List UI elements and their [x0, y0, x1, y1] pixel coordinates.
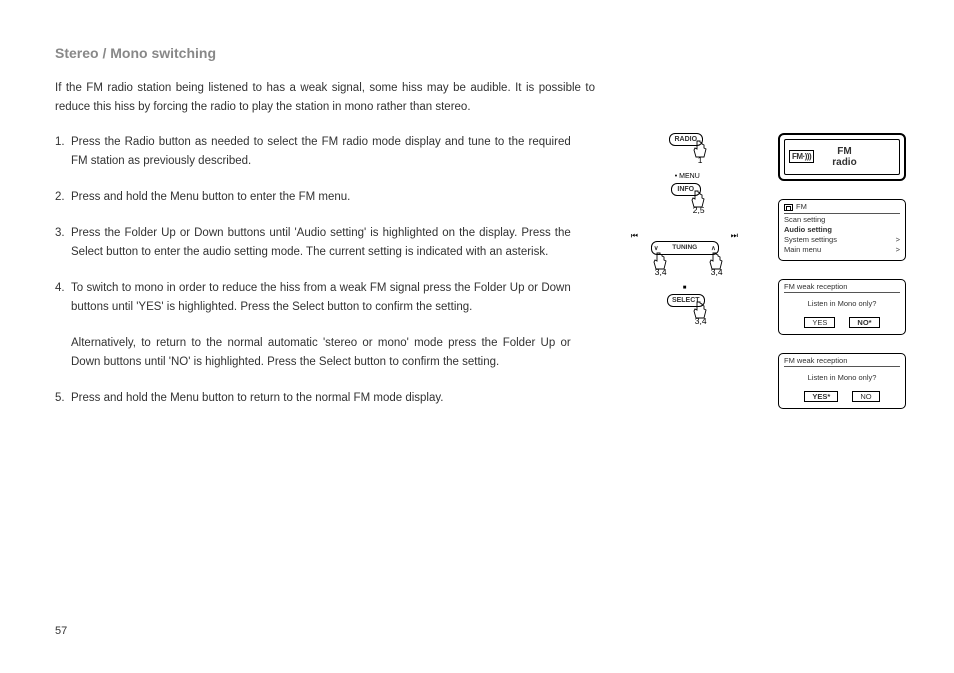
menu-item: System settings>: [784, 235, 900, 245]
step-1: 1.Press the Radio button as needed to se…: [55, 133, 571, 172]
step-5: 5.Press and hold the Menu button to retu…: [55, 389, 571, 409]
section-title: Stereo / Mono switching: [55, 45, 906, 61]
no-option-selected: NO*: [849, 317, 879, 328]
step-label: 1: [698, 155, 703, 165]
step-label: 2,5: [693, 205, 705, 215]
no-option: NO: [852, 391, 879, 402]
prompt-screen-no: FM weak reception Listen in Mono only? Y…: [778, 279, 906, 335]
radio-icon: [784, 204, 793, 211]
button-diagram: RADIO 1 • MENU INFO 2,5 ⏮ ⏭ ∨ TUNING ∧ 3…: [613, 133, 756, 427]
step-label: 3,4: [711, 267, 723, 277]
yes-option: YES: [804, 317, 835, 328]
menu-screen: FM Scan setting Audio setting System set…: [778, 199, 906, 261]
stop-icon: ■: [683, 285, 687, 291]
prev-icon: ⏮: [631, 231, 638, 241]
step-2: 2.Press and hold the Menu button to ente…: [55, 188, 571, 208]
step-4: 4. To switch to mono in order to reduce …: [55, 279, 571, 373]
menu-label: • MENU: [675, 173, 700, 180]
intro-paragraph: If the FM radio station being listened t…: [55, 79, 595, 117]
prompt-question: Listen in Mono only?: [784, 299, 900, 308]
step-label: 3,4: [655, 267, 667, 277]
steps-list: 1.Press the Radio button as needed to se…: [55, 133, 571, 427]
menu-item: Scan setting: [784, 215, 900, 225]
lcd-title: FM radio: [832, 146, 856, 168]
prompt-header: FM weak reception: [784, 356, 900, 367]
fm-icon: FM·))): [789, 150, 814, 163]
lcd-screen: FM·))) FM radio: [778, 133, 906, 181]
prompt-header: FM weak reception: [784, 282, 900, 293]
menu-item-selected: Audio setting: [784, 225, 900, 235]
prompt-question: Listen in Mono only?: [784, 373, 900, 382]
menu-header: FM: [784, 202, 900, 214]
prompt-screen-yes: FM weak reception Listen in Mono only? Y…: [778, 353, 906, 409]
page-number: 57: [55, 625, 67, 637]
yes-option-selected: YES*: [804, 391, 838, 402]
menu-item: Main menu>: [784, 245, 900, 255]
screen-column: FM·))) FM radio FM Scan setting Audio se…: [778, 133, 906, 427]
next-icon: ⏭: [731, 231, 738, 241]
step-3: 3.Press the Folder Up or Down buttons un…: [55, 224, 571, 263]
step-label: 3,4: [695, 316, 707, 326]
